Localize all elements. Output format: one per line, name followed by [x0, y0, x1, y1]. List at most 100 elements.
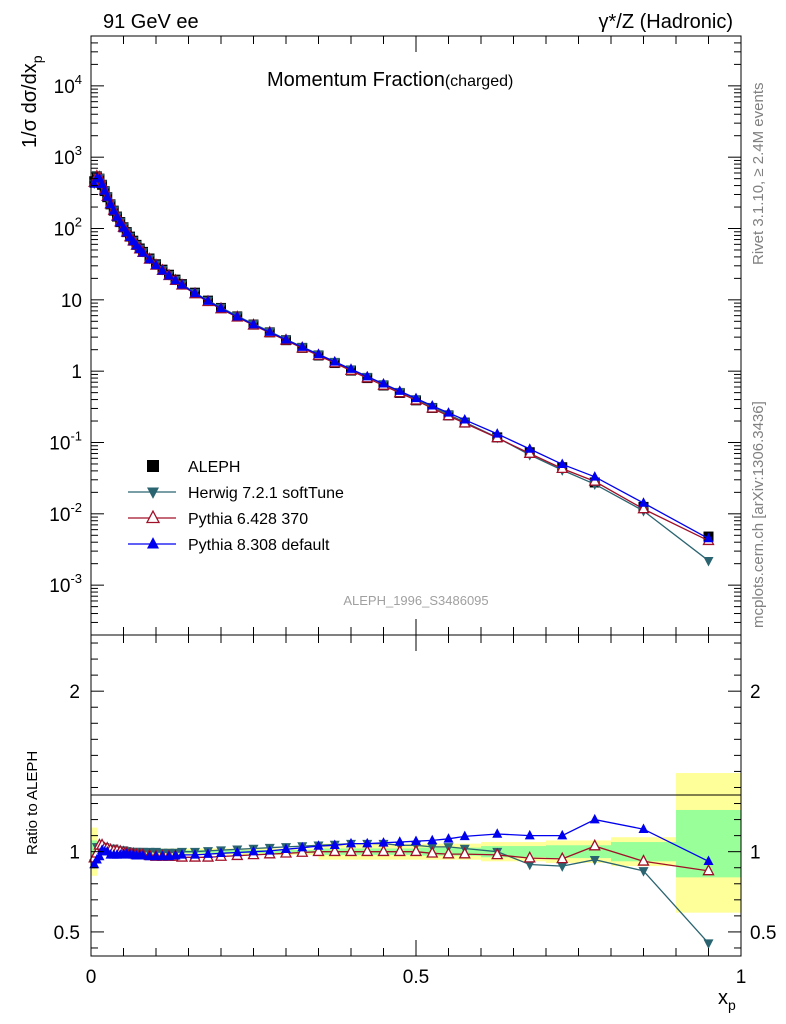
legend-entry-aleph: ALEPH [147, 459, 240, 476]
ratio-point-pythia-8-308-default [177, 849, 187, 859]
ratio-point-pythia-6-428-370 [588, 838, 601, 851]
main-plot-title-suffix: (charged) [445, 73, 513, 90]
legend-marker-swatch [147, 487, 159, 499]
ratio-point-pythia-8-308-default [443, 833, 454, 843]
main-point-pythia-8-308-default [378, 378, 389, 388]
legend-marker-swatch [147, 460, 159, 472]
main-y-tick-label-base: 10 [49, 576, 70, 597]
main-series-layer [88, 169, 715, 567]
main-y-tick-label-base: 10 [54, 148, 75, 169]
ratio-point-pythia-6-428-370 [296, 845, 309, 857]
main-point-pythia-8-308-default [112, 211, 122, 221]
analysis-watermark: ALEPH_1996_S3486095 [343, 593, 488, 608]
ratio-series-layer [88, 813, 715, 949]
ratio-point-pythia-6-428-370 [523, 850, 536, 863]
main-y-axis-label-sub: p [29, 55, 45, 63]
ratio-series-pythia-8-308-default [89, 813, 714, 869]
ratio-x-ticks: 0 0.5 1 [86, 635, 746, 988]
main-y-tick-label: 1 [71, 362, 82, 383]
main-point-pythia-8-308-default [108, 205, 119, 215]
main-plot-title-text: Momentum Fraction [267, 69, 445, 91]
ratio-point-pythia-8-308-default [232, 846, 243, 857]
main-point-pythia-8-308-default [264, 326, 275, 336]
main-point-pythia-8-308-default [190, 287, 200, 298]
ratio-y-tick-label-left: 0.5 [54, 923, 80, 944]
main-point-pythia-8-308-default [203, 295, 213, 305]
main-point-pythia-8-308-default [492, 428, 503, 438]
ratio-y-tick-label-right: 0.5 [750, 923, 776, 944]
main-y-tick-label-exp: -2 [70, 500, 82, 515]
main-point-herwig-7-2-1-softtune [703, 556, 714, 567]
ratio-point-pythia-6-428-370 [393, 844, 406, 857]
ratio-y-ticks: 0.5 0.5 1 1 2 2 [54, 642, 776, 949]
ratio-point-pythia-8-308-default [459, 830, 470, 841]
mcplots-label: mcplots.cern.ch [arXiv:1306.3436] [750, 401, 767, 628]
main-y-tick-label-exp: 2 [75, 215, 82, 230]
main-point-pythia-8-308-default [105, 198, 116, 209]
ratio-point-herwig-7-2-1-softtune [638, 867, 649, 877]
ratio-point-pythia-6-428-370 [491, 847, 504, 860]
ratio-point-pythia-8-308-default [281, 843, 291, 854]
main-point-pythia-8-308-default [443, 407, 454, 417]
ratio-point-pythia-8-308-default [89, 858, 100, 869]
main-y-tick-label: 102 [54, 215, 82, 241]
ratio-point-pythia-6-428-370 [556, 851, 569, 864]
main-point-pythia-8-308-default [164, 269, 174, 280]
ratio-point-pythia-8-308-default [346, 837, 356, 848]
ratio-stat-uncertainty-band [481, 846, 546, 858]
main-point-pythia-8-308-default [589, 471, 600, 481]
ratio-point-pythia-8-308-default [362, 837, 373, 848]
main-y-tick-label-exp: -1 [70, 428, 82, 443]
legend-label: Pythia 8.308 default [188, 537, 330, 554]
ratio-point-pythia-8-308-default [94, 850, 105, 861]
ratio-point-pythia-8-308-default [557, 829, 568, 840]
main-y-tick-label: 103 [54, 143, 82, 169]
main-y-tick-label-base: 10 [49, 505, 70, 526]
ratio-point-pythia-8-308-default [703, 855, 714, 866]
main-series-pythia-6-428-370 [88, 169, 715, 546]
ratio-point-pythia-6-428-370 [312, 844, 325, 857]
main-point-pythia-8-308-default [638, 497, 649, 507]
legend-label: Pythia 6.428 370 [188, 511, 308, 528]
main-point-pythia-8-308-default [297, 341, 308, 351]
ratio-point-pythia-6-428-370 [361, 844, 374, 857]
ratio-point-pythia-6-428-370 [426, 846, 439, 858]
main-y-tick-label-base: 10 [54, 220, 75, 241]
main-y-tick-label: 10-3 [49, 571, 82, 597]
main-point-pythia-8-308-default [232, 310, 243, 321]
legend: ALEPH Herwig 7.2.1 softTune Pythia 6.428 3… [128, 459, 344, 554]
ratio-point-pythia-6-428-370 [458, 846, 471, 859]
ratio-x-axis-label: xp [718, 987, 736, 1013]
ratio-point-pythia-8-308-default [394, 836, 405, 846]
ratio-point-pythia-8-308-default [329, 839, 340, 850]
ratio-point-pythia-8-308-default [411, 835, 421, 845]
main-y-tick-label-exp: -3 [70, 571, 82, 586]
ratio-y-tick-label-left: 2 [69, 682, 80, 703]
ratio-point-pythia-8-308-default [427, 834, 438, 845]
main-point-pythia-8-308-default [102, 191, 113, 201]
ratio-point-pythia-8-308-default [190, 849, 200, 859]
ratio-y-tick-label-right: 1 [750, 843, 761, 864]
main-point-pythia-8-308-default [151, 259, 161, 270]
main-series-aleph [89, 171, 714, 542]
ratio-point-pythia-8-308-default [589, 813, 600, 824]
ratio-point-pythia-6-428-370 [442, 846, 455, 859]
main-point-pythia-8-308-default [459, 414, 470, 424]
header-left-label: 91 GeV ee [103, 11, 199, 33]
ratio-point-pythia-8-308-default [638, 823, 649, 833]
main-y-tick-label: 10-2 [49, 500, 82, 526]
main-point-pythia-8-308-default [248, 318, 259, 329]
ratio-point-pythia-8-308-default [313, 840, 324, 850]
ratio-point-herwig-7-2-1-softtune [703, 939, 714, 949]
main-y-tick-label: 10-1 [49, 428, 82, 454]
ratio-y-axis-label: Ratio to ALEPH [24, 751, 41, 855]
main-point-pythia-6-428-370 [637, 501, 650, 514]
legend-label: ALEPH [188, 459, 240, 476]
legend-entry-pythia-6-428-370: Pythia 6.428 370 [128, 509, 308, 528]
ratio-x-axis-label-sub: p [728, 997, 736, 1013]
main-series-line-herwig-7-2-1-softtune [93, 174, 709, 562]
ratio-point-pythia-6-428-370 [344, 844, 358, 857]
main-y-tick-label-exp: 3 [75, 143, 82, 158]
